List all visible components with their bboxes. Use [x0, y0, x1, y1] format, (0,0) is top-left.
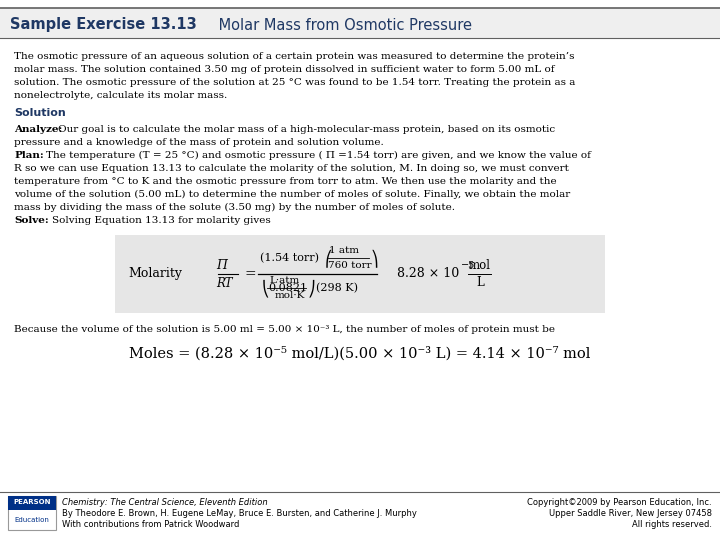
Text: Plan:: Plan: [14, 151, 44, 160]
Text: molar mass. The solution contained 3.50 mg of protein dissolved in sufficient wa: molar mass. The solution contained 3.50 … [14, 65, 554, 74]
Text: Chemistry: The Central Science, Eleventh Edition: Chemistry: The Central Science, Eleventh… [62, 498, 268, 507]
Text: mass by dividing the mass of the solute (3.50 mg) by the number of moles of solu: mass by dividing the mass of the solute … [14, 203, 455, 212]
Text: nonelectrolyte, calculate its molar mass.: nonelectrolyte, calculate its molar mass… [14, 91, 228, 100]
Text: mol: mol [469, 260, 491, 273]
Text: The osmotic pressure of an aqueous solution of a certain protein was measured to: The osmotic pressure of an aqueous solut… [14, 52, 575, 61]
Text: ⎞: ⎞ [371, 249, 379, 267]
Text: =: = [244, 267, 256, 281]
Text: PEARSON: PEARSON [13, 499, 50, 505]
Text: 1 atm: 1 atm [329, 246, 359, 255]
Text: temperature from °C to K and the osmotic pressure from torr to atm. We then use : temperature from °C to K and the osmotic… [14, 177, 557, 186]
Text: ⎠: ⎠ [308, 279, 315, 297]
Text: Analyze:: Analyze: [14, 125, 63, 134]
Text: solution. The osmotic pressure of the solution at 25 °C was found to be 1.54 tor: solution. The osmotic pressure of the so… [14, 78, 575, 87]
Text: All rights reserved.: All rights reserved. [632, 520, 712, 529]
Text: −5: −5 [461, 261, 475, 271]
Text: L: L [476, 276, 484, 289]
Bar [0, 8, 720, 38]
Text: Π: Π [217, 260, 228, 273]
Text: By Theodore E. Brown, H. Eugene LeMay, Bruce E. Bursten, and Catherine J. Murphy: By Theodore E. Brown, H. Eugene LeMay, B… [62, 509, 417, 518]
Text: ⎛: ⎛ [325, 249, 333, 267]
Text: (1.54 torr): (1.54 torr) [260, 253, 319, 263]
Text: Molar Mass from Osmotic Pressure: Molar Mass from Osmotic Pressure [214, 17, 472, 32]
Bar [115, 235, 605, 313]
Text: Moles = (8.28 × 10⁻⁵ mol/L)(5.00 × 10⁻³ L) = 4.14 × 10⁻⁷ mol: Moles = (8.28 × 10⁻⁵ mol/L)(5.00 × 10⁻³ … [130, 346, 590, 360]
Text: Because the volume of the solution is 5.00 ml = 5.00 × 10⁻³ L, the number of mol: Because the volume of the solution is 5.… [14, 325, 555, 334]
Text: Sample Exercise 13.13: Sample Exercise 13.13 [10, 17, 197, 32]
Bar [8, 496, 56, 510]
Text: Solve:: Solve: [14, 216, 49, 225]
Text: The temperature (T = 25 °C) and osmotic pressure ( Π =1.54 torr) are given, and : The temperature (T = 25 °C) and osmotic … [46, 151, 591, 160]
Text: Molarity: Molarity [128, 267, 182, 280]
Text: Solving Equation 13.13 for molarity gives: Solving Equation 13.13 for molarity give… [52, 216, 271, 225]
Text: Copyright©2009 by Pearson Education, Inc.: Copyright©2009 by Pearson Education, Inc… [527, 498, 712, 507]
Text: volume of the solution (5.00 mL) to determine the number of moles of solute. Fin: volume of the solution (5.00 mL) to dete… [14, 190, 570, 199]
Text: RT: RT [216, 278, 233, 291]
Text: Education: Education [14, 517, 50, 523]
Text: 0.0821: 0.0821 [268, 283, 307, 293]
Text: pressure and a knowledge of the mass of protein and solution volume.: pressure and a knowledge of the mass of … [14, 138, 384, 147]
Text: Our goal is to calculate the molar mass of a high-molecular-mass protein, based : Our goal is to calculate the molar mass … [58, 125, 555, 134]
Bar [8, 496, 56, 530]
Text: 8.28 × 10: 8.28 × 10 [397, 267, 459, 280]
Text: mol·K: mol·K [275, 292, 305, 300]
Text: (298 K): (298 K) [316, 283, 358, 293]
Text: L·atm: L·atm [269, 276, 300, 286]
Text: With contributions from Patrick Woodward: With contributions from Patrick Woodward [62, 520, 239, 529]
Text: 760 torr: 760 torr [328, 261, 372, 271]
Text: Upper Saddle River, New Jersey 07458: Upper Saddle River, New Jersey 07458 [549, 509, 712, 518]
Text: R so we can use Equation 13.13 to calculate the molarity of the solution, M. In : R so we can use Equation 13.13 to calcul… [14, 164, 569, 173]
Text: ⎝: ⎝ [262, 279, 269, 297]
Text: Solution: Solution [14, 108, 66, 118]
